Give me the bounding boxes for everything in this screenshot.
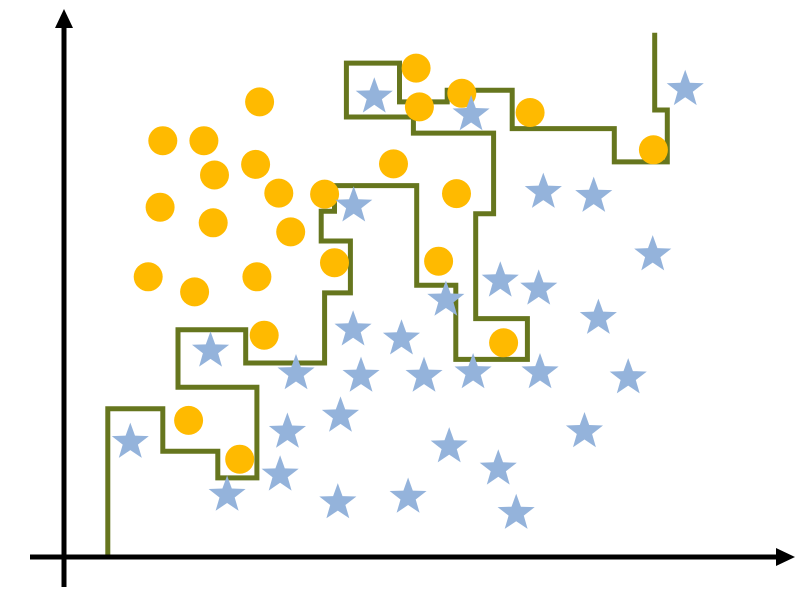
circle-point	[424, 246, 454, 276]
circle-point	[379, 149, 408, 179]
circle-point	[515, 98, 545, 127]
star-point	[355, 77, 393, 113]
star-point	[208, 475, 246, 511]
circle-point	[489, 328, 519, 358]
star-point	[524, 172, 562, 208]
circle-point	[447, 78, 477, 108]
star-point	[342, 356, 380, 392]
circle-point	[198, 208, 228, 238]
circle-point	[225, 444, 255, 474]
circle-point	[442, 179, 471, 209]
star-point	[321, 396, 359, 432]
star-point	[111, 422, 149, 458]
y-axis-arrow	[55, 9, 73, 28]
star-point	[430, 427, 468, 463]
circle-point	[310, 179, 340, 209]
star-point	[454, 353, 492, 389]
star-point	[192, 331, 230, 367]
star-point	[319, 483, 357, 519]
star-point	[452, 95, 490, 131]
star-point	[427, 280, 465, 316]
star-point	[261, 455, 299, 491]
circle-point	[264, 178, 294, 208]
circle-point	[320, 248, 349, 278]
circle-point	[148, 126, 178, 156]
star-point	[565, 412, 603, 448]
x-axis-arrow	[776, 548, 795, 566]
circle-point	[189, 126, 219, 156]
circle-point	[180, 277, 210, 307]
star-point	[609, 358, 647, 394]
star-point	[520, 269, 558, 305]
star-point	[389, 477, 427, 513]
circle-point	[145, 192, 175, 222]
star-point	[666, 69, 704, 106]
star-point	[479, 449, 517, 485]
star-point	[579, 298, 617, 334]
star-point	[277, 354, 315, 390]
star-point	[497, 493, 535, 529]
star-point	[634, 235, 672, 271]
circle-point	[200, 160, 229, 190]
circle-point	[133, 262, 163, 292]
circle-point	[245, 87, 275, 117]
star-point	[334, 310, 372, 346]
circle-point	[174, 405, 204, 435]
star-point	[575, 176, 613, 212]
circle-point	[242, 262, 272, 292]
circle-point	[249, 320, 279, 350]
circle-point	[401, 53, 431, 83]
star-point	[405, 356, 443, 392]
circle-point	[276, 217, 306, 247]
star-point	[521, 353, 559, 389]
circle-point	[241, 149, 271, 179]
decision-boundary-line	[64, 32, 670, 560]
circle-point	[404, 92, 434, 122]
star-point	[335, 186, 373, 222]
star-point	[382, 319, 420, 355]
star-point	[481, 261, 519, 297]
circle-point	[638, 135, 668, 165]
star-point	[268, 412, 306, 448]
